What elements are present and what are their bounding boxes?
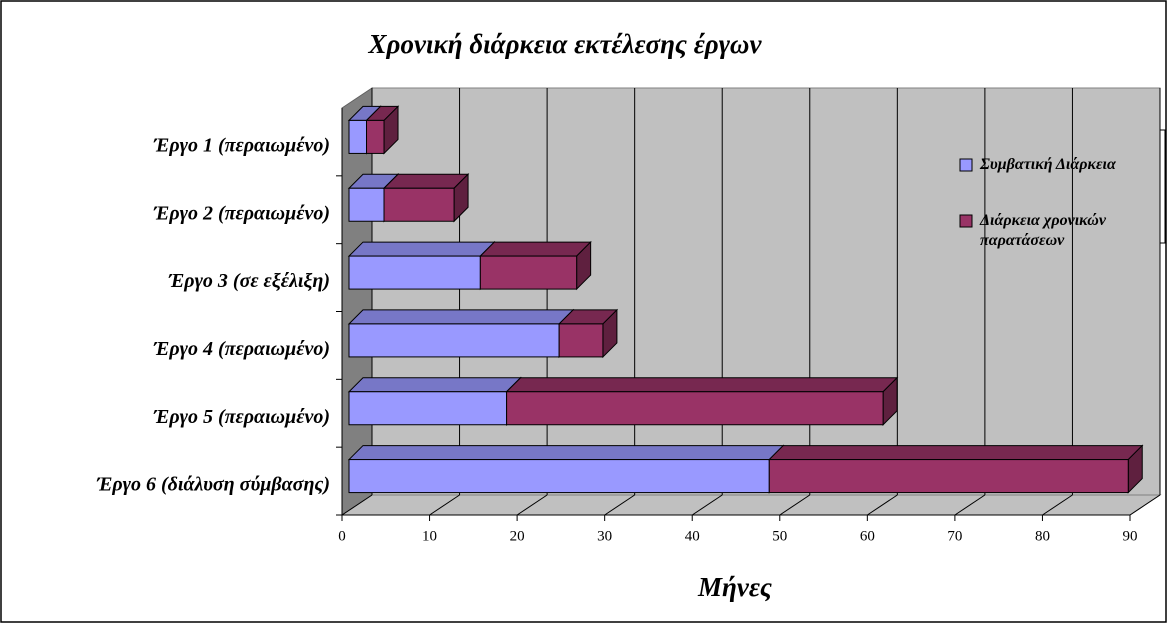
x-axis-label: Μήνες — [697, 572, 772, 602]
bar-front — [383, 187, 455, 222]
legend-swatch — [959, 158, 973, 172]
bar-top — [479, 241, 592, 257]
bar — [365, 105, 400, 155]
bar — [768, 444, 1144, 494]
bar-front — [348, 187, 385, 222]
bar-front — [348, 391, 508, 426]
x-tick-label: 30 — [597, 528, 612, 544]
floor — [340, 494, 1162, 516]
floor-grid-line — [341, 494, 373, 516]
x-tick-label: 0 — [338, 528, 346, 544]
floor-grid-line — [954, 494, 986, 516]
bar-top — [347, 309, 575, 325]
floor-grid-line — [516, 494, 548, 516]
y-tick-label: Έργο 2 (περαιωμένο) — [153, 202, 330, 224]
bar-top — [347, 445, 785, 461]
legend-label: Διάρκεια χρονικών παρατάσεων — [979, 212, 1107, 249]
y-tick-label: Έργο 5 (περαιωμένο) — [153, 406, 330, 428]
bar-front — [479, 255, 578, 290]
floor-grid-line — [1042, 494, 1073, 516]
bar-front — [348, 323, 560, 358]
x-tick-label: 20 — [510, 528, 525, 544]
bar-front — [366, 119, 385, 154]
bar — [382, 173, 470, 223]
back-wall — [371, 87, 1161, 496]
bar — [347, 308, 575, 359]
bar — [347, 444, 785, 494]
x-tick-label: 70 — [947, 528, 962, 544]
bar-front — [348, 119, 368, 154]
bar — [479, 240, 592, 291]
y-tick-label: Έργο 4 (περαιωμένο) — [153, 338, 330, 360]
x-tick-label: 40 — [685, 528, 700, 544]
bar-top — [768, 445, 1144, 461]
bar — [347, 376, 522, 426]
bar-front — [768, 459, 1129, 494]
y-tick-label: Έργο 3 (σε εξέλιξη) — [168, 270, 330, 292]
chart-title: Χρονική διάρκεια εκτέλεσης έργων — [368, 29, 763, 59]
floor-grid-line — [604, 494, 635, 516]
bar-front — [558, 323, 604, 358]
floor-grid-line — [691, 494, 723, 516]
bar-top — [347, 377, 522, 393]
legend-swatch — [959, 214, 973, 228]
x-tick-label: 10 — [422, 528, 437, 544]
bar-front — [348, 459, 770, 494]
bar — [505, 376, 899, 426]
bar — [557, 308, 619, 359]
bar — [347, 240, 496, 291]
x-tick-label: 80 — [1035, 528, 1050, 544]
floor-grid-line — [779, 494, 811, 516]
floor-grid-line — [429, 494, 460, 516]
bar-top — [505, 377, 899, 393]
bar-front — [506, 391, 884, 426]
floor-grid-line — [867, 494, 898, 516]
legend-label: Συμβατική Διάρκεια — [979, 156, 1117, 173]
x-tick-label: 50 — [772, 528, 787, 544]
x-tick-label: 90 — [1123, 528, 1138, 544]
y-tick-label: Έργο 1 (περαιωμένο) — [153, 135, 330, 157]
x-tick-label: 60 — [860, 528, 875, 544]
bar-top — [347, 241, 496, 257]
y-tick-label: Έργο 6 (διάλυση σύμβασης) — [96, 474, 330, 496]
bar-front — [348, 255, 481, 290]
floor-grid-line — [1129, 494, 1161, 516]
